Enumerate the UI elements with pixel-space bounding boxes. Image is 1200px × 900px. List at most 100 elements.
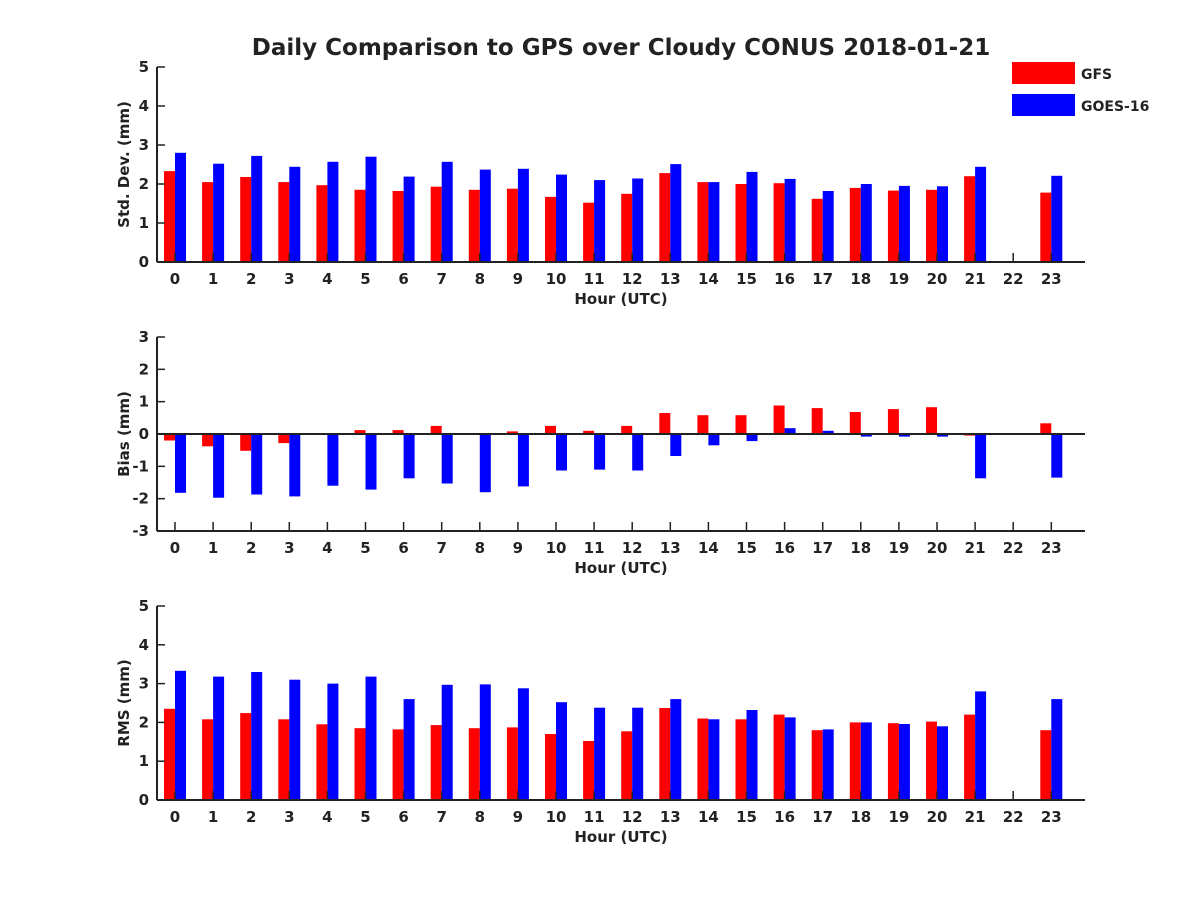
std-dev-bar-goes16-h5	[365, 156, 377, 262]
rms-bar-goes16-h21	[975, 691, 987, 800]
rms-x-tick-label: 18	[850, 808, 871, 826]
bias-bar-goes16-h6	[403, 434, 415, 479]
std-dev-bar-gfs-h16	[773, 183, 785, 262]
bias-x-axis-label: Hour (UTC)	[574, 559, 667, 577]
std-dev-bar-gfs-h17	[811, 198, 823, 262]
rms-bar-gfs-h1	[202, 719, 214, 800]
bias-bar-gfs-h3	[278, 434, 290, 444]
std-dev-y-tick-label: 3	[139, 136, 149, 154]
std-dev-bar-goes16-h20	[937, 186, 948, 262]
rms-bar-goes16-h20	[937, 726, 948, 800]
rms-bar-gfs-h13	[659, 708, 671, 800]
bias-x-tick-label: 9	[513, 539, 523, 557]
legend-label-gfs: GFS	[1081, 67, 1112, 83]
rms-bar-goes16-h2	[251, 672, 263, 800]
std-dev-y-tick-label: 1	[139, 214, 149, 232]
rms-bar-goes16-h10	[556, 702, 567, 800]
std-dev-x-tick-label: 18	[850, 270, 871, 288]
rms-y-tick-label: 0	[139, 791, 149, 809]
rms-bar-goes16-h15	[746, 710, 758, 800]
bias-x-tick-label: 17	[812, 539, 833, 557]
std-dev-bar-goes16-h7	[441, 161, 453, 262]
bias-bar-gfs-h0	[164, 434, 175, 441]
rms-x-tick-label: 8	[475, 808, 485, 826]
legend-swatch-goes16	[1012, 94, 1075, 116]
rms-x-tick-label: 0	[170, 808, 180, 826]
bias-bar-gfs-h20	[926, 407, 937, 434]
bias-x-tick-label: 12	[622, 539, 643, 557]
rms-bar-gfs-h2	[240, 713, 252, 800]
rms-bar-gfs-h21	[964, 714, 976, 800]
std-dev-x-axis-label: Hour (UTC)	[574, 290, 667, 308]
rms-bar-gfs-h15	[735, 719, 747, 800]
rms-bar-goes16-h7	[441, 684, 453, 800]
bias-bar-gfs-h19	[887, 409, 899, 434]
rms-x-tick-label: 10	[546, 808, 567, 826]
rms-bar-goes16-h5	[365, 676, 377, 800]
std-dev-bar-goes16-h10	[556, 174, 567, 262]
std-dev-bar-gfs-h23	[1040, 192, 1052, 262]
bias-bar-goes16-h13	[670, 434, 682, 456]
rms-y-tick-label: 4	[139, 636, 149, 654]
std-dev-bar-goes16-h3	[289, 166, 301, 262]
bias-x-tick-label: 11	[584, 539, 605, 557]
bias-bar-goes16-h11	[594, 434, 606, 470]
rms-bar-goes16-h13	[670, 699, 682, 800]
bias-bar-goes16-h7	[441, 434, 453, 484]
bias-bar-gfs-h2	[240, 434, 252, 451]
bias-y-tick-label: -1	[132, 457, 149, 475]
std-dev-x-tick-label: 11	[584, 270, 605, 288]
std-dev-bar-goes16-h23	[1051, 175, 1063, 262]
rms-y-axis-label: RMS (mm)	[115, 659, 133, 746]
std-dev-bar-gfs-h4	[316, 185, 328, 262]
bias-x-tick-label: 23	[1041, 539, 1062, 557]
std-dev-x-tick-label: 9	[513, 270, 523, 288]
std-dev-bar-goes16-h15	[746, 171, 758, 262]
bias-x-tick-label: 1	[208, 539, 218, 557]
rms-x-tick-label: 22	[1003, 808, 1024, 826]
std-dev-bar-gfs-h5	[354, 189, 366, 262]
bias-bar-goes16-h0	[175, 434, 186, 493]
bias-bar-gfs-h12	[621, 425, 633, 434]
rms-bar-goes16-h4	[327, 683, 339, 800]
std-dev-bar-goes16-h2	[251, 155, 263, 262]
std-dev-x-tick-label: 12	[622, 270, 643, 288]
bias-y-tick-label: 1	[139, 393, 149, 411]
rms-y-tick-label: 2	[139, 713, 149, 731]
bias-x-tick-label: 2	[246, 539, 256, 557]
std-dev-bar-goes16-h14	[708, 182, 720, 262]
bias-bar-goes16-h18	[860, 434, 872, 437]
rms-bar-goes16-h1	[213, 676, 225, 800]
std-dev-bar-gfs-h1	[202, 182, 214, 262]
rms-x-tick-label: 21	[965, 808, 986, 826]
rms-x-tick-label: 4	[322, 808, 332, 826]
bias-y-tick-label: 0	[139, 425, 149, 443]
std-dev-bar-gfs-h14	[697, 182, 709, 262]
std-dev-bar-gfs-h15	[735, 184, 747, 262]
bias-y-tick-label: 3	[139, 328, 149, 346]
legend-label-goes16: GOES-16	[1081, 99, 1149, 115]
std-dev-x-tick-label: 17	[812, 270, 833, 288]
bias-bar-goes16-h10	[556, 434, 567, 471]
bias-x-tick-label: 14	[698, 539, 719, 557]
bias-bar-goes16-h12	[632, 434, 644, 471]
rms-bar-gfs-h17	[811, 730, 823, 800]
bias-bar-gfs-h17	[811, 408, 823, 434]
rms-x-tick-label: 2	[246, 808, 256, 826]
bias-x-tick-label: 0	[170, 539, 180, 557]
std-dev-bar-gfs-h0	[164, 171, 175, 262]
bias-x-tick-label: 18	[850, 539, 871, 557]
std-dev-bar-gfs-h6	[392, 191, 404, 262]
bias-bar-goes16-h5	[365, 434, 377, 490]
bias-bar-goes16-h8	[479, 434, 491, 493]
bias-bar-gfs-h13	[659, 413, 671, 434]
bias-x-tick-label: 7	[436, 539, 446, 557]
bias-x-tick-label: 15	[736, 539, 757, 557]
rms-x-tick-label: 14	[698, 808, 719, 826]
bias-bar-gfs-h5	[354, 430, 366, 434]
rms-bar-gfs-h11	[583, 741, 595, 800]
bias-bar-goes16-h21	[975, 434, 987, 479]
std-dev-x-tick-label: 15	[736, 270, 757, 288]
bias-bar-gfs-h15	[735, 415, 747, 434]
std-dev-x-tick-label: 2	[246, 270, 256, 288]
